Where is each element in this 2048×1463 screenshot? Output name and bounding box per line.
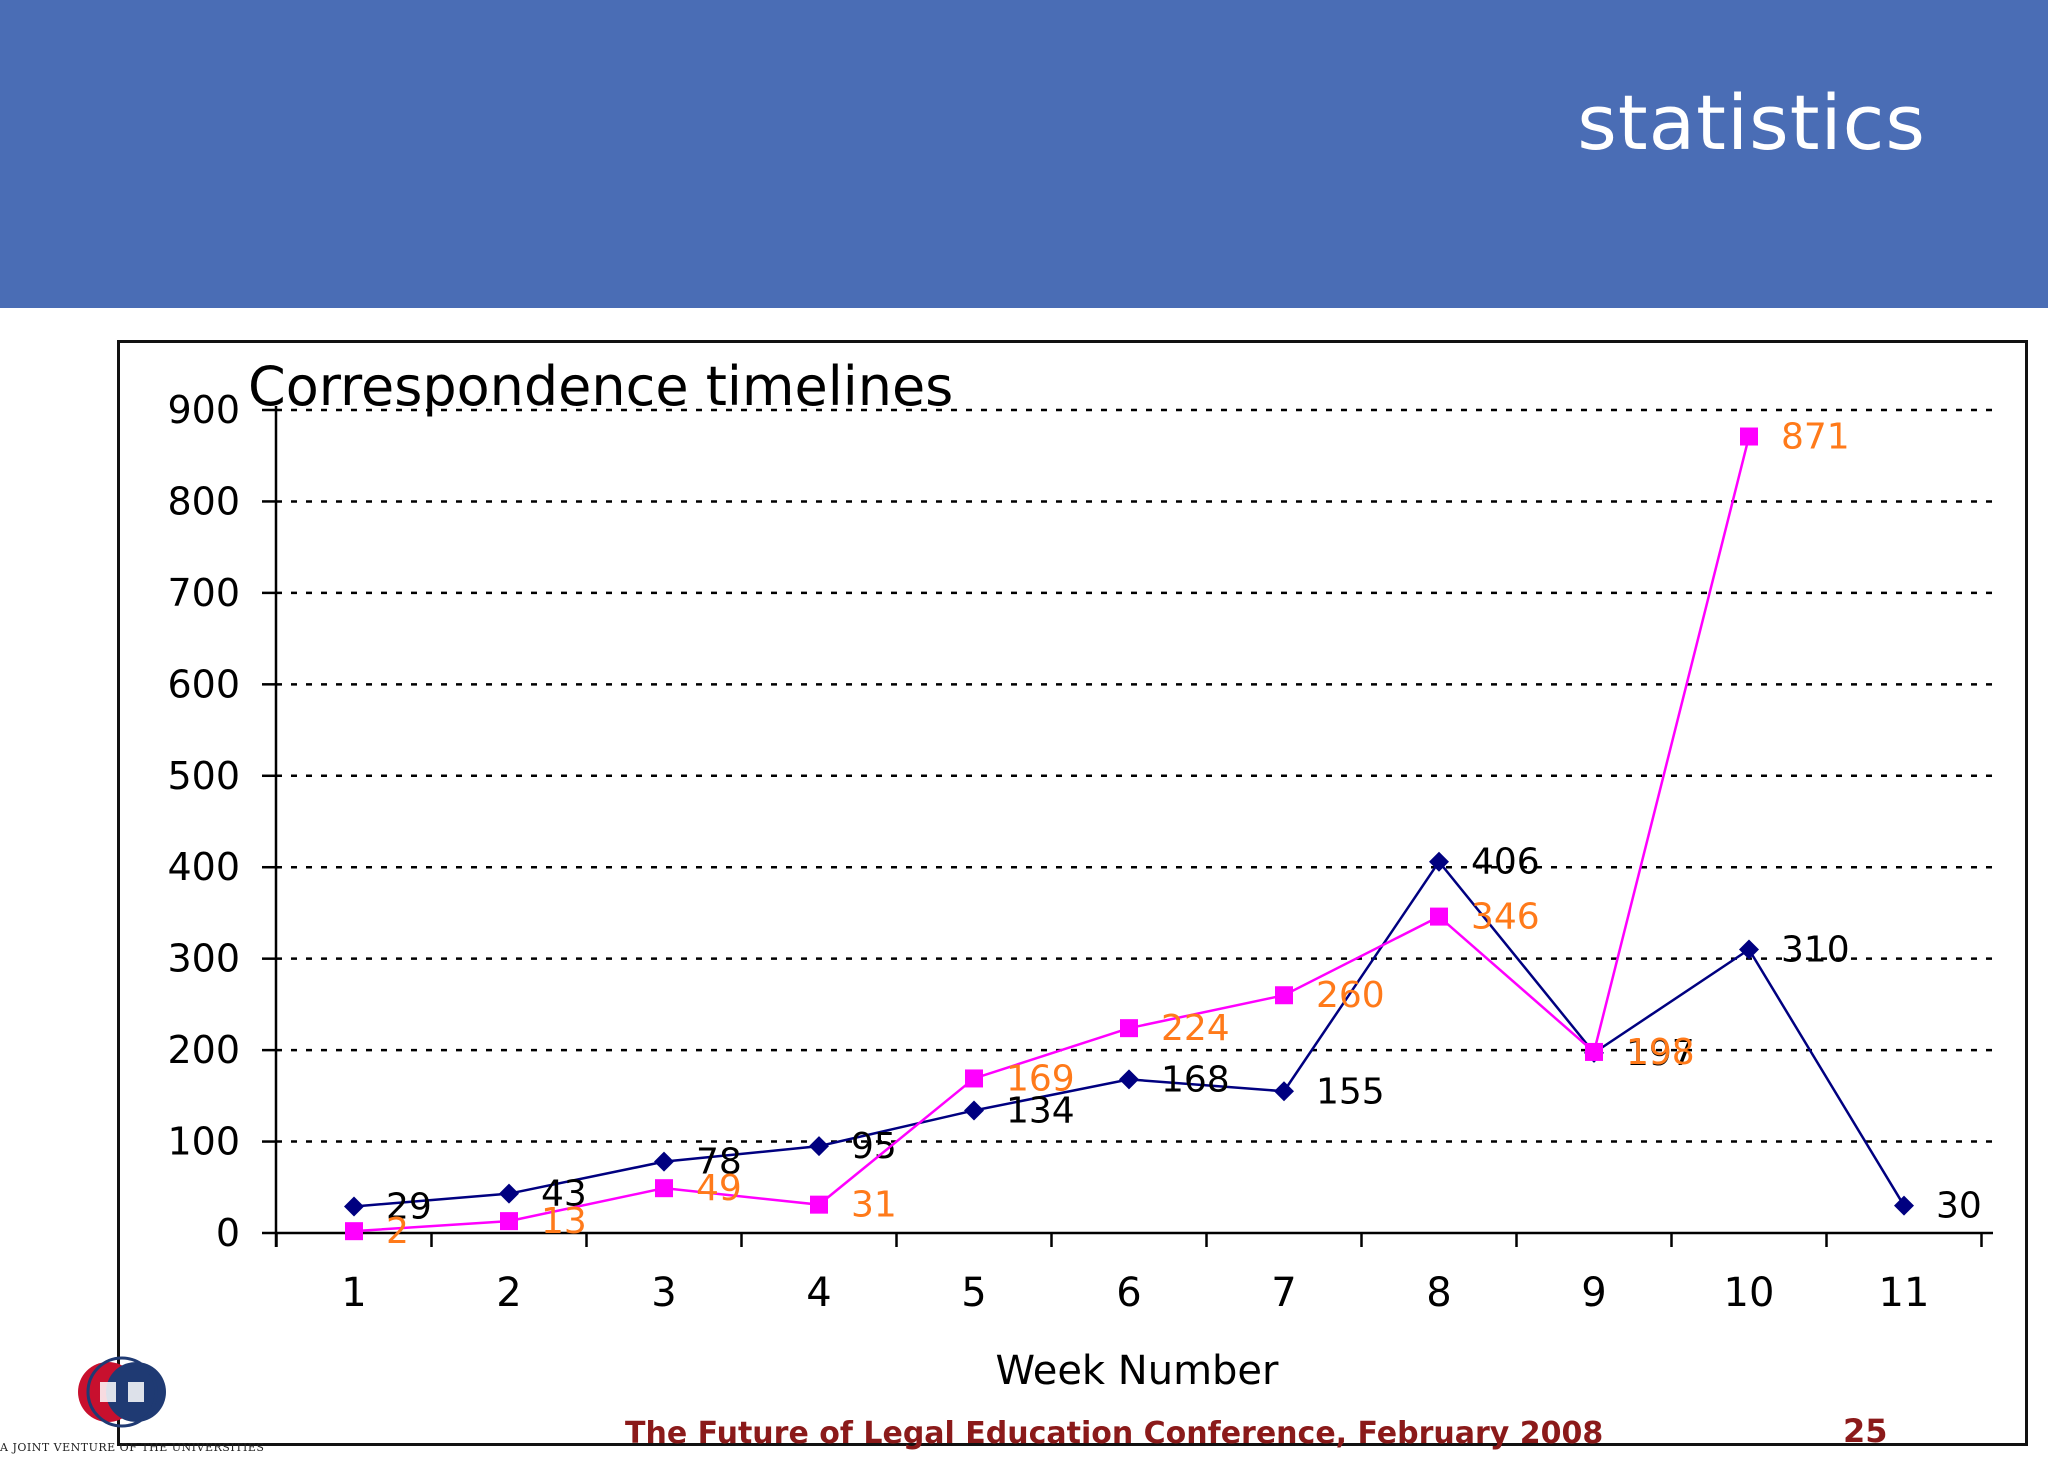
data-label: 29 (386, 1186, 432, 1227)
data-point-square (1120, 1019, 1138, 1038)
data-label: 197 (1626, 1033, 1695, 1074)
y-tick-label: 200 (167, 1028, 240, 1072)
y-tick-label: 500 (167, 754, 240, 798)
data-point-diamond (1739, 939, 1759, 960)
x-tick-label: 10 (1724, 1270, 1775, 1316)
data-label: 78 (696, 1142, 742, 1183)
x-tick-label: 3 (651, 1270, 676, 1316)
data-point-diamond (1274, 1081, 1294, 1102)
chart-frame (117, 340, 2028, 1446)
data-point-square (1740, 427, 1758, 446)
data-label: 310 (1781, 930, 1850, 971)
data-point-square (1585, 1042, 1603, 1061)
data-label: 49 (696, 1168, 742, 1209)
y-tick-label: 800 (167, 479, 240, 523)
page-number: 25 (1843, 1412, 1888, 1450)
gridlines (276, 408, 1993, 1143)
x-tick-label: 7 (1271, 1270, 1296, 1316)
y-tick-label: 300 (167, 937, 240, 981)
data-point-square (1275, 986, 1293, 1005)
x-tick-label: 6 (1116, 1270, 1141, 1316)
data-label: 155 (1316, 1071, 1385, 1112)
data-label: 346 (1471, 897, 1540, 938)
x-axis-label: Week Number (996, 1348, 1280, 1394)
data-point-diamond (1119, 1069, 1139, 1090)
data-label: 134 (1006, 1090, 1075, 1131)
data-label: 13 (541, 1201, 587, 1242)
logo-shield-right (128, 1382, 144, 1402)
data-label: 260 (1316, 975, 1385, 1016)
x-tick-label: 4 (806, 1270, 831, 1316)
data-point-diamond (499, 1183, 519, 1204)
y-tick-label: 100 (167, 1120, 240, 1164)
y-tick-label: 0 (216, 1211, 240, 1255)
data-label: 224 (1161, 1008, 1230, 1049)
y-tick-label: 400 (167, 845, 240, 889)
data-point-diamond (1894, 1195, 1914, 1216)
data-label: 198 (1626, 1032, 1695, 1073)
data-point-square (810, 1195, 828, 1214)
data-point-square (345, 1222, 363, 1241)
data-point-square (965, 1069, 983, 1088)
x-tick-label: 11 (1879, 1270, 1930, 1316)
data-label: 2 (386, 1211, 409, 1252)
data-point-diamond (809, 1136, 829, 1157)
data-label: 406 (1471, 842, 1540, 883)
x-tick-label: 9 (1581, 1270, 1606, 1316)
data-label: 30 (1936, 1186, 1982, 1227)
data-point-square (1430, 907, 1448, 926)
logo-caption: A JOINT VENTURE OF THE UNIVERSITIES (0, 1441, 265, 1454)
y-tick-label: 700 (167, 571, 240, 615)
data-label: 43 (541, 1174, 587, 1215)
logo-shield-left (100, 1382, 116, 1402)
data-point-diamond (344, 1196, 364, 1217)
data-label: 169 (1006, 1058, 1075, 1099)
university-logo (78, 1356, 166, 1428)
x-tick-label: 2 (496, 1270, 521, 1316)
x-tick-label: 1 (341, 1270, 366, 1316)
data-point-diamond (1429, 851, 1449, 872)
data-label: 31 (851, 1185, 897, 1226)
data-point-square (500, 1212, 518, 1231)
logo-ring (86, 1356, 158, 1428)
data-point-diamond (654, 1151, 674, 1172)
footer-text: The Future of Legal Education Conference… (625, 1416, 1604, 1451)
x-tick-label: 5 (961, 1270, 986, 1316)
data-label: 168 (1161, 1059, 1230, 1100)
chart-title: Correspondence timelines (248, 355, 953, 418)
data-point-diamond (964, 1100, 984, 1121)
data-point-square (655, 1179, 673, 1198)
series-line-2 (353, 436, 1751, 1233)
header-band (0, 0, 2048, 308)
slide-title: statistics (1577, 78, 1926, 167)
data-label: 871 (1781, 417, 1850, 458)
y-tick-label: 900 (167, 388, 240, 432)
y-tick-label: 600 (167, 662, 240, 706)
x-tick-label: 8 (1426, 1270, 1451, 1316)
